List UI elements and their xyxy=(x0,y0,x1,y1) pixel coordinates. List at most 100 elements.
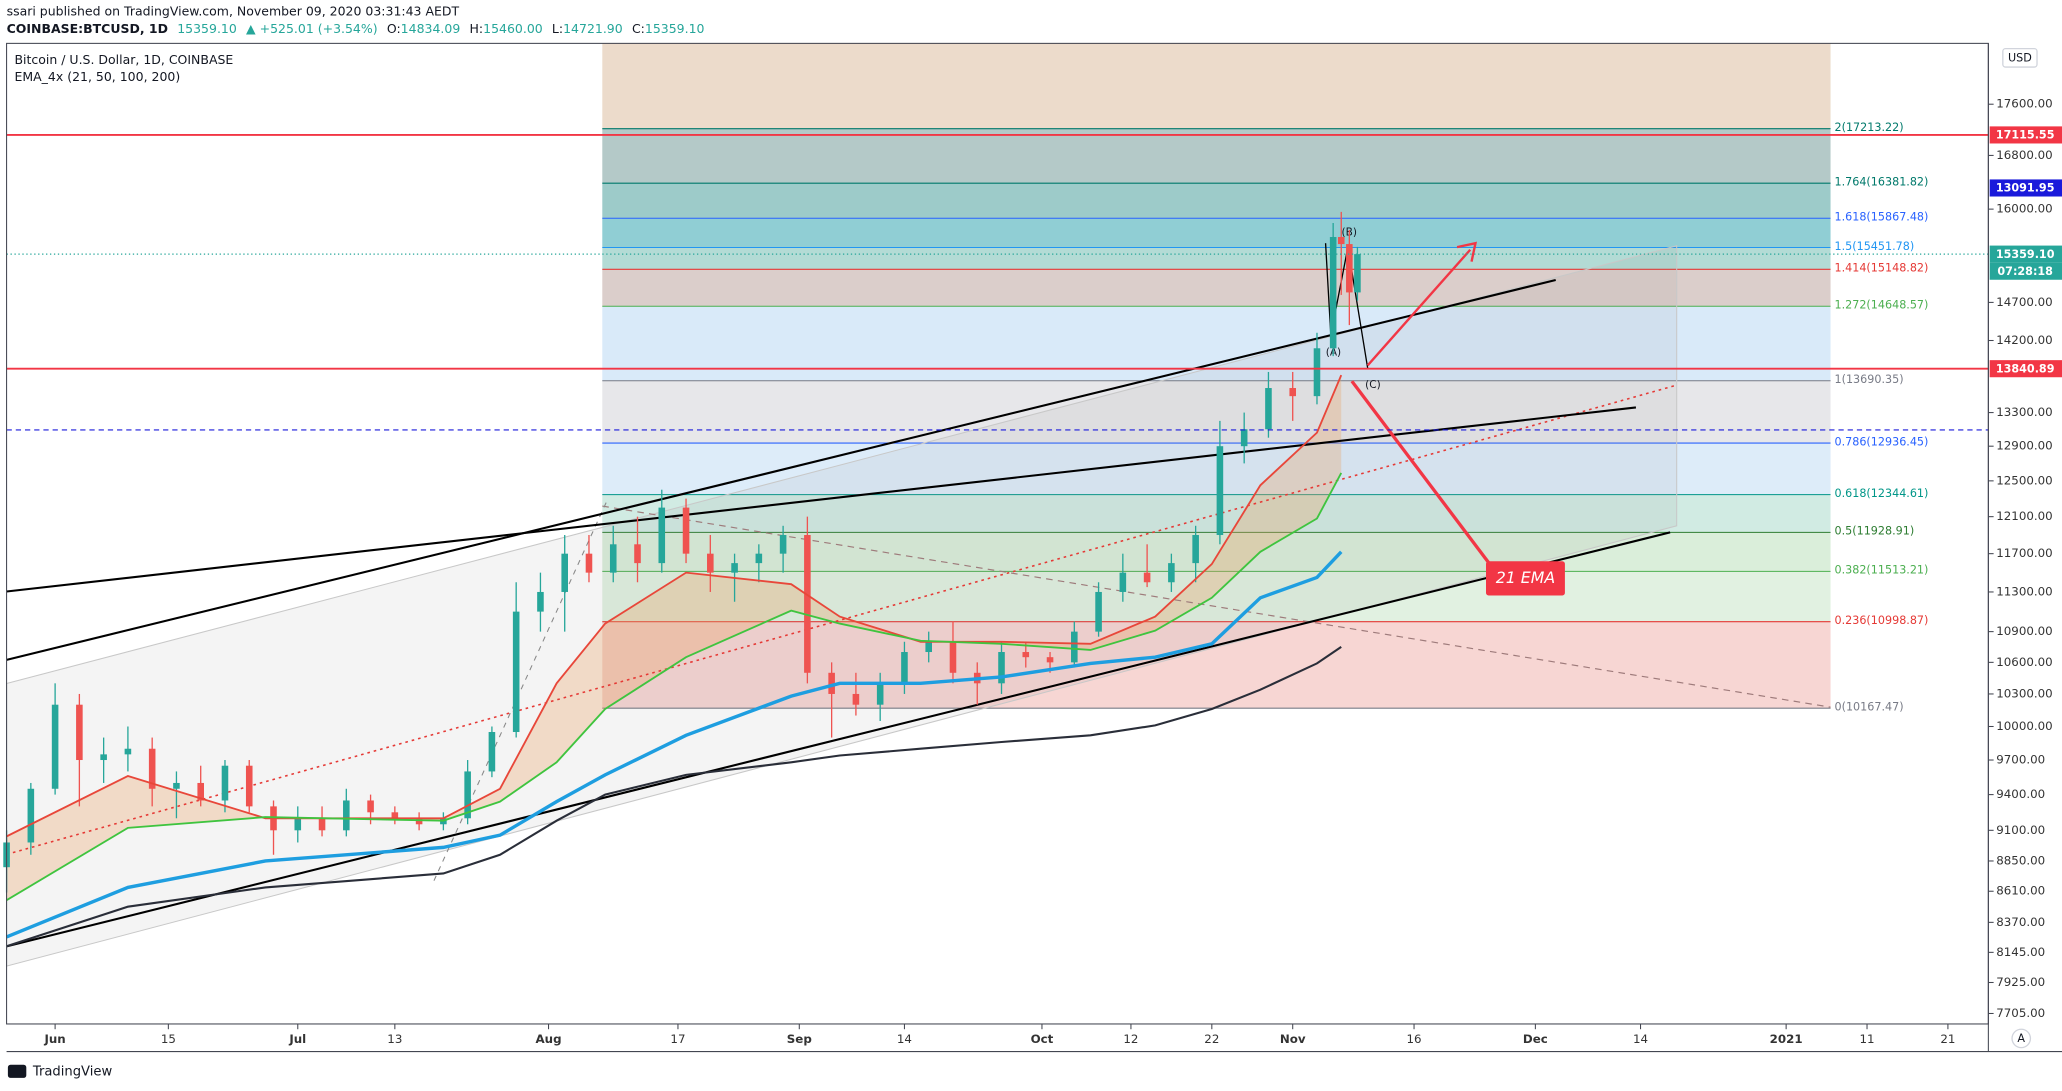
callout-text: 21 EMA xyxy=(1496,568,1555,587)
candle-body xyxy=(609,544,617,573)
candle-body xyxy=(561,553,568,592)
candle-body xyxy=(51,704,59,789)
x-tick-label: Sep xyxy=(787,1032,812,1046)
symbol-line: COINBASE:BTCUSD, 1D 15359.10 ▲ +525.01 (… xyxy=(7,20,705,35)
published: ssari published on TradingView.com, Nove… xyxy=(7,3,460,18)
candles xyxy=(3,211,1361,893)
currency-button[interactable] xyxy=(2002,47,2038,68)
fib-label: 1.618(15867.48) xyxy=(1834,211,1928,224)
fib-label: 0.382(11513.21) xyxy=(1834,564,1928,577)
x-tick-label: 17 xyxy=(670,1032,685,1046)
arrow xyxy=(1366,248,1472,367)
auto-scale-label[interactable]: A xyxy=(2017,1032,2025,1045)
y-tick-label: 16000.00 xyxy=(1996,202,2052,216)
callout-box xyxy=(1486,561,1565,596)
y-tick-label: 8370.00 xyxy=(1996,915,2045,929)
axes: 7705.00 7925.00 8145.00 8370.00 8610.00 8850.… xyxy=(43,97,2062,1046)
fib-label: 1.272(14648.57) xyxy=(1834,299,1928,312)
legend-indicator: EMA_4x (21, 50, 100, 200) xyxy=(14,69,180,84)
candle-body xyxy=(1095,591,1102,632)
y-tick-label: 12500.00 xyxy=(1996,473,2052,487)
auto-scale-button[interactable] xyxy=(2011,1028,2032,1049)
candle-body xyxy=(779,535,787,554)
fib-band xyxy=(602,443,1831,495)
y-tick-label: 13300.00 xyxy=(1996,405,2052,419)
candle-body xyxy=(585,553,593,573)
x-tick-label: 2021 xyxy=(1770,1032,1803,1046)
fib-band xyxy=(602,247,1831,270)
price-label: 13840.89 xyxy=(1996,362,2055,375)
fib-label: 2(17213.22) xyxy=(1834,121,1903,134)
candle-body xyxy=(124,748,132,755)
ohlc-value: 15359.10 xyxy=(645,20,705,35)
y-tick-label: 8145.00 xyxy=(1996,945,2045,959)
footer-brand: TradingView xyxy=(32,1064,113,1079)
ohlc-key: O: xyxy=(387,20,401,35)
y-tick-label: 10300.00 xyxy=(1996,686,2052,700)
y-tick-label: 14200.00 xyxy=(1996,333,2052,347)
candle-body xyxy=(76,704,83,761)
candle-body xyxy=(148,748,156,789)
candle-body xyxy=(731,563,738,573)
candle-body xyxy=(245,765,253,807)
candle-body xyxy=(1071,631,1078,663)
x-tick-label: 16 xyxy=(1407,1032,1422,1046)
candle-body xyxy=(755,553,763,564)
x-tick-label: Nov xyxy=(1280,1032,1306,1046)
candle-body xyxy=(1354,254,1361,293)
symbol: COINBASE:BTCUSD, 1D xyxy=(7,20,168,35)
y-tick-label: 7705.00 xyxy=(1996,1006,2045,1020)
x-tick-label: 12 xyxy=(1123,1032,1138,1046)
x-tick-label: Dec xyxy=(1523,1032,1548,1046)
candle-body xyxy=(537,591,544,612)
price-label: 15359.10 xyxy=(1996,248,2055,261)
trend-line xyxy=(6,531,1671,948)
x-tick-label: 14 xyxy=(897,1032,912,1046)
candle-body xyxy=(512,611,520,733)
candle-body xyxy=(464,771,471,819)
ohlc-value: 14721.90 xyxy=(563,20,623,35)
x-tick-label: 15 xyxy=(161,1032,176,1046)
trend-line xyxy=(433,499,609,881)
candle-body xyxy=(828,672,835,694)
overlay xyxy=(5,134,1989,948)
candle-body xyxy=(634,544,641,564)
candle-body xyxy=(173,782,180,789)
logo xyxy=(7,1064,27,1078)
fib-label: 0(10167.47) xyxy=(1834,701,1903,714)
countdown: 07:28:18 xyxy=(1997,265,2053,278)
candle-body xyxy=(391,812,399,819)
candle-body xyxy=(707,553,714,573)
candle-body xyxy=(27,788,35,843)
candle-body xyxy=(804,535,811,673)
y-tick-label: 14700.00 xyxy=(1996,295,2052,309)
x-tick-label: Jul xyxy=(288,1032,306,1046)
candle-body xyxy=(1192,535,1199,564)
candle-body xyxy=(197,782,204,801)
currency-button-label[interactable]: USD xyxy=(2008,51,2032,64)
y-tick-label: 9700.00 xyxy=(1996,753,2045,767)
candle-body xyxy=(100,754,107,761)
candle-body xyxy=(852,693,860,705)
candle-body xyxy=(658,507,666,564)
ema-ribbon xyxy=(6,375,1342,901)
fib-label: 0.786(12936.45) xyxy=(1834,435,1928,448)
price-label: 17115.55 xyxy=(1996,129,2055,142)
candle-body xyxy=(925,641,932,653)
candle-body xyxy=(1346,244,1353,293)
candle-body xyxy=(367,800,374,813)
fib-label: 1.5(15451.78) xyxy=(1834,240,1914,253)
wave-path xyxy=(1324,243,1369,369)
x-tick-label: 21 xyxy=(1940,1032,1955,1046)
ema-line xyxy=(6,646,1342,948)
candle-body xyxy=(876,683,884,705)
y-tick-label: 16800.00 xyxy=(1996,148,2052,162)
candle-body xyxy=(1119,572,1127,592)
y-tick-label: 8850.00 xyxy=(1996,853,2045,867)
candle-body xyxy=(294,818,302,831)
candle-body xyxy=(1289,388,1296,397)
candle-body xyxy=(682,507,690,554)
countdown-box xyxy=(1989,262,2062,280)
y-tick-label: 12900.00 xyxy=(1996,439,2052,453)
price-label: 13091.95 xyxy=(1996,182,2055,195)
